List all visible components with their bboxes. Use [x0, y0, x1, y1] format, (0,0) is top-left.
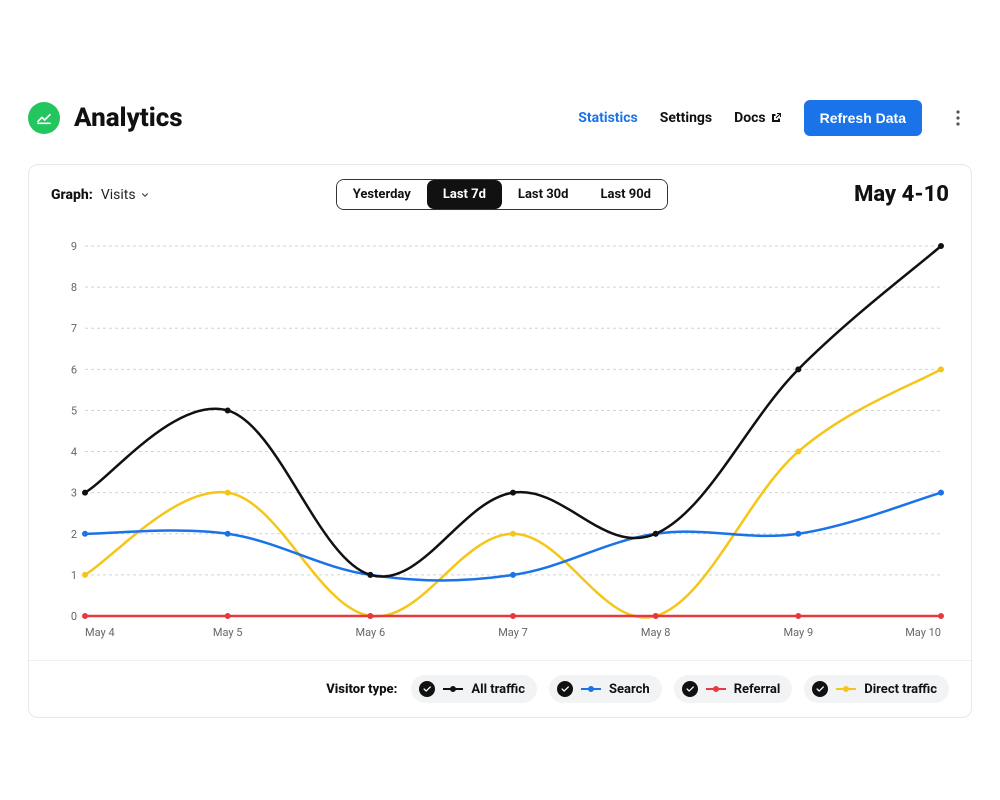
nav-settings[interactable]: Settings [660, 110, 712, 126]
svg-text:7: 7 [71, 322, 77, 335]
legend-swatch [581, 688, 601, 690]
legend-label: Direct traffic [864, 682, 937, 697]
svg-text:May 10: May 10 [905, 626, 941, 639]
legend-chip[interactable]: Referral [674, 675, 793, 703]
legend-chip[interactable]: All traffic [411, 675, 537, 703]
range-option[interactable]: Last 7d [427, 180, 502, 209]
graph-selector: Graph: Visits [51, 187, 150, 203]
svg-text:6: 6 [71, 363, 77, 376]
refresh-button[interactable]: Refresh Data [804, 100, 922, 136]
header-right: Statistics Settings Docs Refresh Data [578, 100, 972, 136]
nav-docs-label: Docs [734, 110, 766, 126]
chart-area: 0 1 2 3 4 5 6 7 8 9 May 4 May 5 May 6 May 7 May 8 May 9… [29, 216, 971, 660]
svg-text:0: 0 [71, 610, 77, 623]
legend-chip[interactable]: Direct traffic [804, 675, 949, 703]
check-icon [812, 681, 828, 697]
legend-label: Search [609, 682, 650, 697]
svg-text:May 6: May 6 [356, 626, 386, 639]
legend-label: All traffic [471, 682, 525, 697]
legend-title: Visitor type: [326, 682, 397, 697]
legend-chip[interactable]: Search [549, 675, 662, 703]
date-range: May 4-10 [854, 182, 949, 207]
external-link-icon [770, 112, 782, 124]
svg-text:3: 3 [71, 487, 77, 500]
more-menu-button[interactable] [944, 104, 972, 132]
legend-bar: Visitor type: All traffic Search [29, 660, 971, 717]
svg-text:May 7: May 7 [498, 626, 528, 639]
nav-statistics[interactable]: Statistics [578, 110, 637, 126]
dots-vertical-icon [956, 110, 960, 126]
svg-text:May 4: May 4 [85, 626, 115, 639]
svg-text:May 8: May 8 [641, 626, 671, 639]
svg-text:May 9: May 9 [784, 626, 814, 639]
line-chart: 0 1 2 3 4 5 6 7 8 9 May 4 May 5 May 6 May 7 May 8 May 9… [51, 236, 951, 646]
card-controls: Graph: Visits YesterdayLast 7dLast 30dLa… [29, 165, 971, 216]
svg-text:8: 8 [71, 281, 77, 294]
legend-chips: All traffic Search Referral Direct tra [411, 675, 949, 703]
legend-swatch [706, 688, 726, 690]
page-title: Analytics [74, 103, 183, 133]
svg-text:4: 4 [71, 446, 77, 459]
check-icon [682, 681, 698, 697]
legend-swatch [443, 688, 463, 690]
svg-text:1: 1 [71, 569, 77, 582]
check-icon [419, 681, 435, 697]
legend-swatch [836, 688, 856, 690]
range-option[interactable]: Last 90d [584, 180, 667, 209]
nav-docs[interactable]: Docs [734, 110, 782, 126]
header: Analytics Statistics Settings Docs Refre… [28, 100, 972, 136]
graph-label: Graph: [51, 187, 93, 203]
check-icon [557, 681, 573, 697]
graph-select-value: Visits [101, 187, 136, 203]
svg-text:5: 5 [71, 404, 77, 417]
chart-icon [36, 110, 52, 126]
chevron-down-icon [140, 190, 150, 200]
analytics-card: Graph: Visits YesterdayLast 7dLast 30dLa… [28, 164, 972, 718]
svg-text:2: 2 [71, 528, 77, 541]
header-left: Analytics [28, 102, 183, 134]
graph-select[interactable]: Visits [101, 187, 150, 203]
svg-text:9: 9 [71, 240, 77, 253]
svg-text:May 5: May 5 [213, 626, 243, 639]
legend-label: Referral [734, 682, 781, 697]
logo [28, 102, 60, 134]
range-segmented-control: YesterdayLast 7dLast 30dLast 90d [336, 179, 668, 210]
range-option[interactable]: Last 30d [502, 180, 585, 209]
range-option[interactable]: Yesterday [337, 180, 427, 209]
